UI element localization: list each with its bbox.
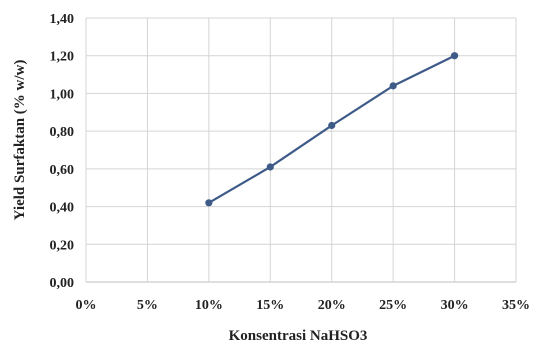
y-tick-label: 0,60 [50,163,75,178]
data-point [389,82,397,90]
y-tick-label: 1,20 [50,50,75,65]
data-point [266,163,274,171]
y-tick-label: 1,00 [50,87,75,102]
data-point [450,52,459,60]
x-tick-label: 10% [195,298,223,313]
x-tick-label: 15% [256,298,284,313]
x-axis-tick-labels: 0% 5% 10% 15% 20% 25% 30% 35% [76,298,531,313]
x-tick-label: 5% [137,298,158,313]
x-tick-label: 35% [502,298,530,313]
data-point [328,121,336,130]
y-tick-label: 0,80 [50,125,75,140]
y-axis-tick-labels: 0,00 0,20 0,40 0,60 0,80 1,00 1,20 1,40 [50,12,75,291]
x-tick-label: 30% [441,298,469,313]
x-tick-label: 25% [379,298,407,313]
y-tick-label: 0,40 [50,201,75,216]
y-axis-title: Yield Surfaktan (% w/w) [12,60,28,221]
series-group [205,52,459,207]
y-tick-label: 0,20 [50,238,75,253]
y-tick-label: 1,40 [50,12,75,27]
data-point [205,199,213,207]
x-tick-label: 0% [76,298,97,313]
x-axis-title: Konsentrasi NaHSO3 [229,328,368,344]
gridlines [85,17,517,283]
y-tick-label: 0,00 [50,276,75,291]
x-tick-label: 20% [318,298,346,313]
